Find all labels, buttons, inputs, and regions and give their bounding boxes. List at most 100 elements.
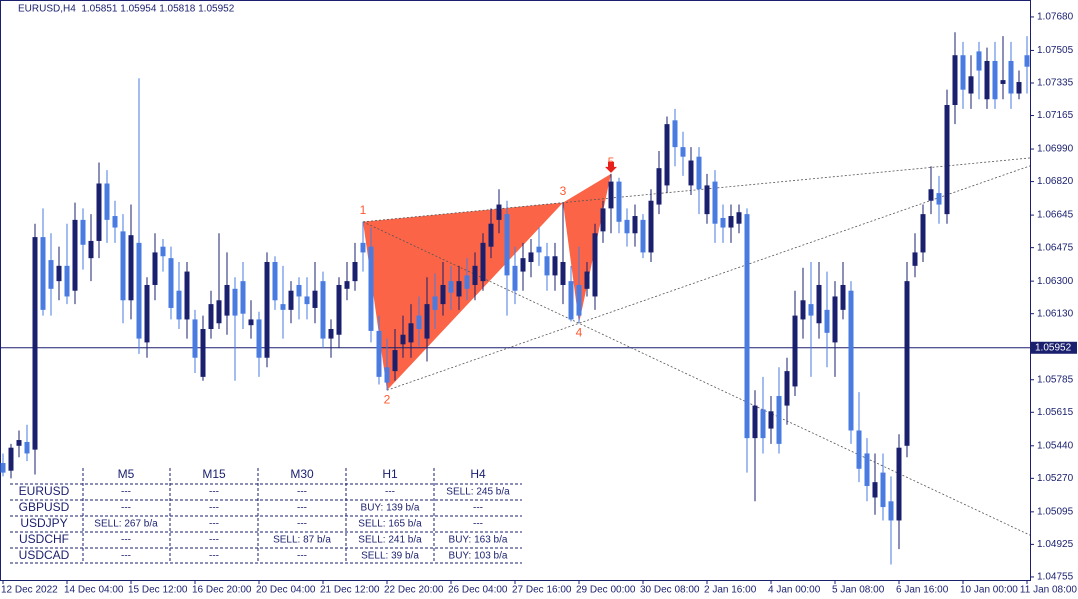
candle-body xyxy=(888,501,894,521)
table-header: M30 xyxy=(290,467,314,481)
candle-body xyxy=(840,284,846,310)
x-tick-label: 14 Dec 04:00 xyxy=(64,585,124,596)
candle-body xyxy=(96,183,102,241)
candle-body xyxy=(376,330,382,377)
candle-body xyxy=(872,482,878,498)
candle-body xyxy=(944,105,950,215)
x-tick-label: 26 Dec 04:00 xyxy=(448,585,508,596)
y-tick-label: 1.07165 xyxy=(1037,110,1074,121)
candle-body xyxy=(240,281,246,314)
y-tick-label: 1.05785 xyxy=(1037,374,1074,385)
table-cell: --- xyxy=(473,519,483,530)
candle-body xyxy=(752,405,758,439)
candle-body xyxy=(728,216,734,228)
x-tick-label: 11 Jan 08:00 xyxy=(1020,585,1078,596)
y-tick-label: 1.06300 xyxy=(1037,276,1074,287)
table-cell: SELL: 267 b/a xyxy=(94,519,158,530)
x-tick-label: 5 Jan 08:00 xyxy=(832,585,885,596)
table-cell: --- xyxy=(297,503,307,514)
candle-body xyxy=(848,290,854,431)
candle-body xyxy=(248,319,254,326)
pattern-triangle xyxy=(363,202,563,391)
candle-body xyxy=(920,214,926,253)
candle-body xyxy=(640,219,646,253)
table-cell: --- xyxy=(209,519,219,530)
candle-body xyxy=(864,453,870,486)
candle-body xyxy=(464,275,470,289)
y-tick-label: 1.06820 xyxy=(1037,176,1074,187)
candle-body xyxy=(800,300,806,320)
candle-body xyxy=(584,271,590,289)
candle-body xyxy=(424,304,430,339)
table-cell: --- xyxy=(121,503,131,514)
candle-body xyxy=(48,260,54,289)
candle-body xyxy=(1016,82,1022,94)
y-tick-label: 1.06475 xyxy=(1037,242,1074,253)
table-cell: --- xyxy=(121,551,131,562)
chart-title: EURUSD,H4 1.05851 1.05954 1.05818 1.0595… xyxy=(18,4,235,15)
candle-body xyxy=(136,242,142,339)
candle-body xyxy=(40,237,46,310)
candle-body xyxy=(152,252,158,285)
table-header: M15 xyxy=(202,467,226,481)
candle-body xyxy=(72,219,78,291)
y-tick-label: 1.05095 xyxy=(1037,506,1074,517)
candle-body xyxy=(504,214,510,276)
table-cell: BUY: 163 b/a xyxy=(449,535,508,546)
candle-body xyxy=(216,300,222,324)
candle-body xyxy=(904,281,910,446)
candle-body xyxy=(168,258,174,308)
pattern-point-label: 3 xyxy=(560,184,567,198)
candle-body xyxy=(1024,55,1030,67)
candle-body xyxy=(336,284,342,335)
candle-body xyxy=(328,329,334,339)
x-tick-label: 2 Jan 16:00 xyxy=(704,585,757,596)
table-cell: BUY: 139 b/a xyxy=(361,503,420,514)
candle-body xyxy=(440,284,446,305)
current-price-label: 1.05952 xyxy=(1035,342,1072,353)
candle-body xyxy=(544,256,550,276)
y-tick-label: 1.05615 xyxy=(1037,407,1074,418)
candle-body xyxy=(432,296,438,310)
pattern-triangle xyxy=(563,173,611,324)
candle-body xyxy=(480,242,486,282)
candle-body xyxy=(368,246,374,331)
candle-body xyxy=(808,304,814,316)
candle-body xyxy=(1000,80,1006,84)
table-header: M5 xyxy=(118,467,135,481)
candle-body xyxy=(232,288,238,316)
candle-body xyxy=(32,237,38,450)
table-cell: SELL: 245 b/a xyxy=(446,487,510,498)
x-tick-label: 27 Dec 16:00 xyxy=(512,585,572,596)
table-header: H4 xyxy=(470,467,486,481)
y-tick-label: 1.06645 xyxy=(1037,210,1074,221)
candle-body xyxy=(608,181,614,209)
candle-body xyxy=(0,463,6,473)
table-cell: --- xyxy=(385,487,395,498)
candle-body xyxy=(720,217,726,228)
candle-body xyxy=(768,411,774,429)
candle-body xyxy=(552,256,558,276)
candle-body xyxy=(672,120,678,148)
candle-body xyxy=(208,304,214,330)
table-cell: --- xyxy=(297,519,307,530)
candle-body xyxy=(576,284,582,316)
table-cell: SELL: 241 b/a xyxy=(358,535,422,546)
candle-body xyxy=(648,200,654,253)
candle-body xyxy=(392,350,398,372)
x-tick-label: 22 Dec 20:00 xyxy=(384,585,444,596)
candle-body xyxy=(968,76,974,94)
y-tick-label: 1.05440 xyxy=(1037,440,1074,451)
candle-body xyxy=(816,284,822,324)
table-cell: --- xyxy=(473,503,483,514)
candle-body xyxy=(448,281,454,293)
candle-body xyxy=(960,55,966,90)
table-cell: --- xyxy=(121,487,131,498)
candle-body xyxy=(792,315,798,387)
candle-body xyxy=(1008,60,1014,94)
table-symbol: EURUSD xyxy=(19,484,70,498)
candle-body xyxy=(144,284,150,343)
candle-body xyxy=(880,472,886,508)
candle-body xyxy=(128,235,134,301)
